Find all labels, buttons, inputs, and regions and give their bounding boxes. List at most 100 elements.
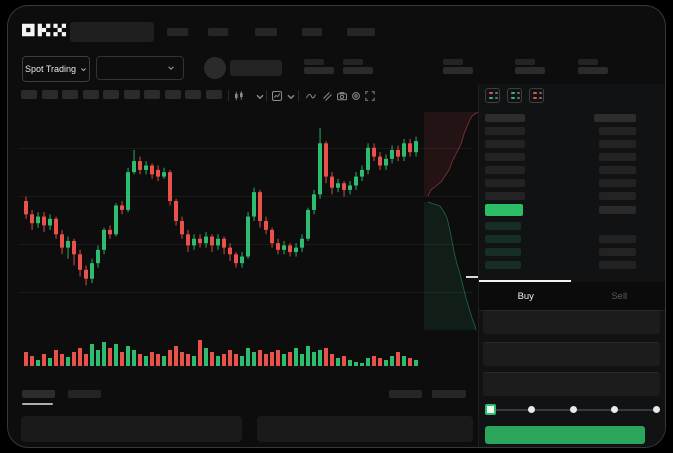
ticker-stat-value-skeleton xyxy=(515,67,545,74)
timeframe-button-skeleton[interactable] xyxy=(62,90,78,99)
orders-tab-skeleton[interactable] xyxy=(68,390,101,398)
ob-icon-bar xyxy=(495,92,498,94)
timeframe-button-skeleton[interactable] xyxy=(123,90,140,99)
ticker-stat-label-skeleton xyxy=(443,59,463,65)
last-price-bar xyxy=(485,204,523,216)
orders-tab-skeleton-active[interactable] xyxy=(22,390,55,398)
timeframe-button-skeleton[interactable] xyxy=(205,90,222,99)
book-split-view-icon[interactable] xyxy=(485,88,500,103)
slider-dot[interactable] xyxy=(528,406,535,413)
nav-search-skeleton[interactable] xyxy=(70,22,154,42)
ob-icon-bar xyxy=(517,97,520,99)
slider-handle[interactable] xyxy=(484,404,496,415)
chart-gridline xyxy=(20,196,472,197)
timeframe-button-skeleton[interactable] xyxy=(41,90,58,99)
timeframe-button-skeleton[interactable] xyxy=(185,90,201,99)
ask-amount-skeleton xyxy=(599,166,636,174)
ticker-stat-value-skeleton xyxy=(304,67,334,74)
orders-action-skeleton[interactable] xyxy=(389,390,422,398)
nav-item-skeleton[interactable] xyxy=(167,28,188,36)
ticker-stat-label-skeleton xyxy=(578,59,598,65)
orders-panel-skeleton xyxy=(257,416,473,442)
ob-icon-bar xyxy=(533,97,537,99)
ask-price-skeleton xyxy=(485,166,525,174)
ticker-stats xyxy=(8,52,665,88)
market-selector-label: Spot Trading xyxy=(24,64,77,74)
timeframe-button-skeleton[interactable] xyxy=(164,90,181,99)
ticker-stat-value-skeleton xyxy=(443,67,473,74)
ticker-stat-label-skeleton xyxy=(304,59,324,65)
ob-icon-bar xyxy=(517,92,520,94)
depth-asks-line xyxy=(427,111,479,197)
ob-header-amount-skeleton xyxy=(594,114,636,122)
amount-input-skeleton[interactable] xyxy=(483,342,660,366)
nav-item-skeleton[interactable] xyxy=(208,28,228,36)
orders-action-skeleton[interactable] xyxy=(432,390,466,398)
trading-panel: Buy Sell xyxy=(478,84,665,447)
bid-price-skeleton xyxy=(485,235,521,243)
chart-gridline xyxy=(20,148,472,149)
volume-chart xyxy=(24,340,418,366)
amount-slider[interactable] xyxy=(479,400,665,420)
slider-dot[interactable] xyxy=(652,406,660,413)
slider-dot[interactable] xyxy=(611,406,618,413)
ob-icon-bar xyxy=(539,92,542,94)
slider-dot[interactable] xyxy=(569,406,577,413)
bid-amount-skeleton xyxy=(599,248,636,256)
fullscreen-icon[interactable] xyxy=(363,89,376,102)
camera-icon[interactable] xyxy=(335,89,348,102)
depth-bids-line xyxy=(427,201,477,331)
chevron-down-icon xyxy=(168,66,174,70)
depth-asks-area xyxy=(424,112,478,196)
total-input-skeleton[interactable] xyxy=(483,372,660,396)
nav-item-skeleton[interactable] xyxy=(255,28,277,36)
parallel-channel-icon[interactable] xyxy=(320,89,333,102)
chart-gridline xyxy=(20,292,472,293)
timeframe-button-skeleton[interactable] xyxy=(103,90,119,99)
side-tabs: Buy Sell xyxy=(479,282,665,311)
timeframe-button-skeleton[interactable] xyxy=(82,90,99,99)
orders-panel-skeleton xyxy=(21,416,242,442)
settings-gear-icon[interactable] xyxy=(349,89,362,102)
pair-selector-dropdown[interactable] xyxy=(96,56,184,80)
indicators-icon[interactable] xyxy=(270,89,283,102)
book-asks-only-icon[interactable] xyxy=(529,88,544,103)
candle-style-icon[interactable] xyxy=(232,89,245,102)
book-bids-only-icon[interactable] xyxy=(507,88,522,103)
user-avatar[interactable] xyxy=(204,57,226,79)
submit-order-button[interactable] xyxy=(485,426,645,444)
ticker-stat-label-skeleton xyxy=(343,59,363,65)
chevron-down-icon[interactable] xyxy=(253,90,266,103)
market-header: Spot Trading xyxy=(8,52,665,88)
top-nav xyxy=(8,6,665,52)
chevron-down-icon[interactable] xyxy=(284,90,297,103)
depth-bids-area xyxy=(424,202,476,330)
timeframe-button-skeleton[interactable] xyxy=(21,90,37,99)
ob-icon-bar xyxy=(489,92,493,94)
nav-item-skeleton[interactable] xyxy=(302,28,322,36)
sell-tab[interactable]: Sell xyxy=(573,282,666,310)
price-input-skeleton[interactable] xyxy=(483,310,660,334)
bid-price-skeleton xyxy=(485,222,521,230)
ob-icon-bar xyxy=(539,97,542,99)
sell-tab-label: Sell xyxy=(611,290,628,302)
ask-amount-skeleton xyxy=(599,153,636,161)
ask-price-skeleton xyxy=(485,153,525,161)
buy-tab-label: Buy xyxy=(517,290,534,302)
ask-price-skeleton xyxy=(485,140,525,148)
amount-skeleton xyxy=(599,206,636,214)
ob-icon-bar xyxy=(495,97,498,99)
ob-icon-bar xyxy=(489,97,493,99)
bid-amount-skeleton xyxy=(599,235,636,243)
ask-price-skeleton xyxy=(485,127,525,135)
ticker-stat-value-skeleton xyxy=(343,67,373,74)
ask-price-skeleton xyxy=(485,179,525,187)
bid-price-skeleton xyxy=(485,248,521,256)
active-tab-underline xyxy=(22,403,53,405)
nav-item-skeleton[interactable] xyxy=(347,28,375,36)
timeframe-button-skeleton[interactable] xyxy=(144,90,160,99)
market-selector[interactable]: Spot Trading xyxy=(22,56,90,82)
trend-line-icon[interactable] xyxy=(304,89,317,102)
buy-tab[interactable]: Buy xyxy=(479,282,573,310)
